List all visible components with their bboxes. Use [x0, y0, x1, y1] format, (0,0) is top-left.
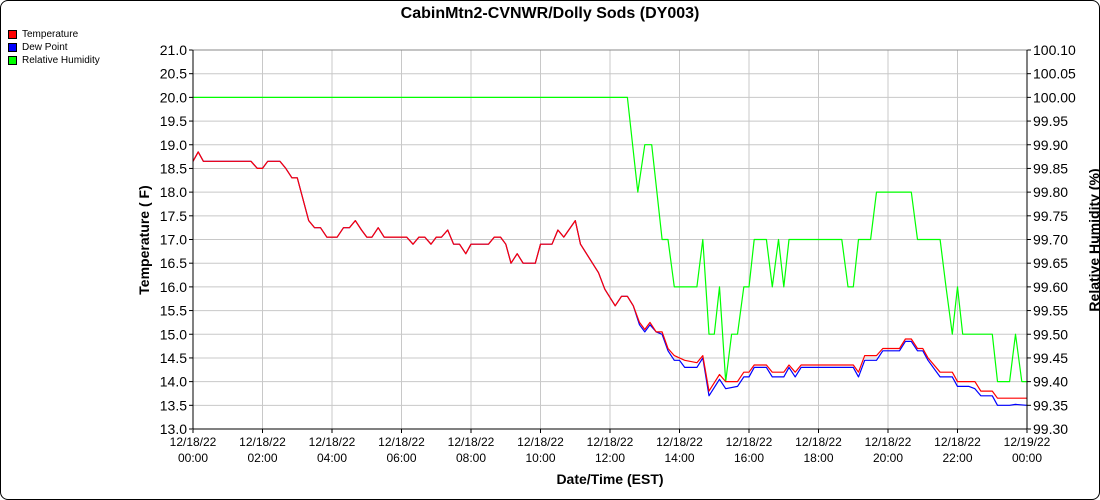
legend-item-dew-point: Dew Point	[8, 41, 100, 54]
y2-tick-label: 99.50	[1033, 326, 1068, 342]
x-tick-date-label: 12/18/22	[934, 435, 981, 449]
y2-tick-label: 99.30	[1033, 421, 1068, 437]
legend: Temperature Dew Point Relative Humidity	[8, 28, 100, 67]
x-tick-time-label: 02:00	[247, 451, 277, 465]
y2-tick-label: 99.75	[1033, 208, 1068, 224]
x-tick-date-label: 12/18/22	[448, 435, 495, 449]
x-tick-date-label: 12/18/22	[795, 435, 842, 449]
x-tick-time-label: 12:00	[595, 451, 625, 465]
y-tick-label: 15.0	[160, 326, 187, 342]
x-tick-time-label: 18:00	[803, 451, 833, 465]
x-tick-time-label: 00:00	[1012, 451, 1042, 465]
y2-tick-label: 99.85	[1033, 160, 1068, 176]
legend-item-relative-humidity: Relative Humidity	[8, 54, 100, 67]
series-layer	[192, 96, 1028, 406]
x-tick-date-label: 12/18/22	[378, 435, 425, 449]
y-axis-title: Temperature ( F)	[136, 185, 152, 294]
legend-label-relative-humidity: Relative Humidity	[22, 55, 100, 66]
x-tick-time-label: 22:00	[942, 451, 972, 465]
x-axis-title: Date/Time (EST)	[556, 471, 663, 487]
legend-label-temperature: Temperature	[22, 29, 79, 40]
x-tick-time-label: 10:00	[525, 451, 555, 465]
x-tick-date-label: 12/18/22	[587, 435, 634, 449]
x-tick-date-label: 12/18/22	[239, 435, 286, 449]
legend-swatch-relative-humidity	[8, 56, 17, 65]
x-tick-date-label: 12/18/22	[865, 435, 912, 449]
y2-tick-label: 99.80	[1033, 184, 1068, 200]
y2-tick-label: 99.45	[1033, 350, 1068, 366]
y-tick-label: 20.5	[160, 66, 187, 82]
y-tick-label: 13.0	[160, 421, 187, 437]
x-tick-time-label: 00:00	[178, 451, 208, 465]
y-tick-label: 17.5	[160, 208, 187, 224]
y2-tick-label: 99.60	[1033, 279, 1068, 295]
y2-tick-label: 99.40	[1033, 374, 1068, 390]
y-tick-label: 19.0	[160, 137, 187, 153]
x-tick-time-label: 08:00	[456, 451, 486, 465]
y-tick-label: 14.0	[160, 374, 187, 390]
y2-tick-label: 99.70	[1033, 232, 1068, 248]
x-tick-date-label: 12/18/22	[309, 435, 356, 449]
y2-tick-label: 99.65	[1033, 255, 1068, 271]
x-tick-date-label: 12/18/22	[170, 435, 217, 449]
y-tick-label: 19.5	[160, 113, 187, 129]
y2-tick-label: 100.05	[1033, 66, 1076, 82]
y-tick-label: 21.0	[160, 42, 187, 58]
series-line-temperature	[192, 151, 1027, 399]
y-tick-label: 16.0	[160, 279, 187, 295]
y-tick-label: 20.0	[160, 89, 187, 105]
x-tick-date-label: 12/18/22	[656, 435, 703, 449]
legend-swatch-dew-point	[8, 43, 17, 52]
y2-tick-label: 100.10	[1033, 42, 1076, 58]
y2-tick-label: 99.35	[1033, 397, 1068, 413]
legend-label-dew-point: Dew Point	[22, 42, 68, 53]
x-tick-time-label: 06:00	[386, 451, 416, 465]
x-tick-time-label: 20:00	[873, 451, 903, 465]
y-tick-label: 13.5	[160, 397, 187, 413]
axes: 13.0 13.5 14.0 14.5 15.0 15.5 16.0 16.5 17.0 17.5…	[160, 42, 1076, 465]
x-tick-time-label: 16:00	[734, 451, 764, 465]
y-tick-label: 15.5	[160, 303, 187, 319]
legend-swatch-temperature	[8, 30, 17, 39]
grid	[192, 49, 1028, 430]
x-tick-time-label: 14:00	[664, 451, 694, 465]
y-tick-label: 16.5	[160, 255, 187, 271]
x-tick-date-label: 12/18/22	[517, 435, 564, 449]
y-tick-label: 17.0	[160, 232, 187, 248]
y-tick-label: 18.5	[160, 160, 187, 176]
series-line-relative-humidity	[193, 96, 1027, 383]
x-tick-time-label: 04:00	[317, 451, 347, 465]
y2-tick-label: 99.90	[1033, 137, 1068, 153]
y2-axis-title: Relative Humidity (%)	[1086, 168, 1100, 311]
y-tick-label: 18.0	[160, 184, 187, 200]
legend-item-temperature: Temperature	[8, 28, 100, 41]
y2-tick-label: 100.00	[1033, 89, 1076, 105]
y2-tick-label: 99.95	[1033, 113, 1068, 129]
y2-tick-label: 99.55	[1033, 303, 1068, 319]
x-tick-date-label: 12/19/22	[1004, 435, 1051, 449]
y-tick-label: 14.5	[160, 350, 187, 366]
x-tick-date-label: 12/18/22	[726, 435, 773, 449]
chart-title: CabinMtn2-CVNWR/Dolly Sods (DY003)	[400, 5, 700, 22]
